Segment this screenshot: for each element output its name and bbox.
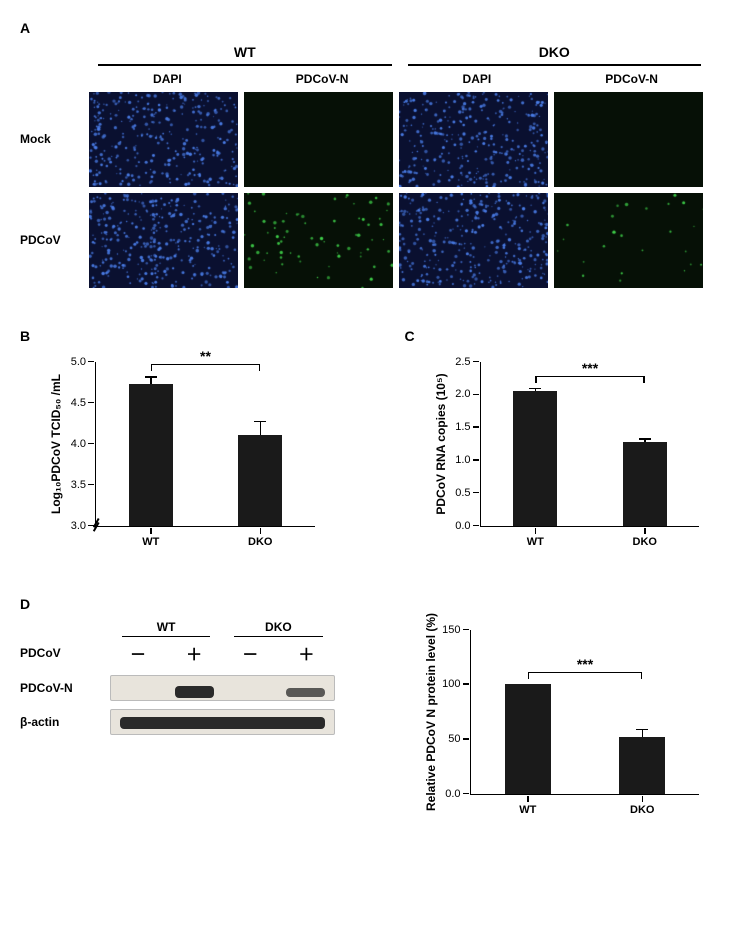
panel-c-chart: PDCoV RNA copies (10⁵) 0.00.51.01.52.02.… xyxy=(480,362,700,527)
ytick-label: 2.0 xyxy=(455,388,470,400)
panel-d-chart: Relative PDCoV N protein level (%) 0.050… xyxy=(470,630,700,795)
ytick-label: 1.5 xyxy=(455,421,470,433)
panel-c: C PDCoV RNA copies (10⁵) 0.00.51.01.52.0… xyxy=(405,328,710,556)
group-header-dko: DKO xyxy=(400,44,710,64)
stain-header-pdcovn: PDCoV-N xyxy=(554,72,709,86)
stain-header-dapi: DAPI xyxy=(90,72,245,86)
wb-group-dko: DKO xyxy=(222,620,334,634)
panel-a-label: A xyxy=(20,20,709,36)
panel-a: A WT DKO DAPI PDCoV-N DAPI PDCoV-N Mock xyxy=(20,20,709,288)
bar-dko xyxy=(619,737,665,794)
group-header-wt: WT xyxy=(90,44,400,64)
ytick-label: 150 xyxy=(442,624,460,636)
wb-lane-3-sign: ＋ xyxy=(278,641,334,665)
ytick-label: 4.5 xyxy=(71,397,86,409)
panel-b-ylabel: Log₁₀PDCoV TCID₅₀ /mL xyxy=(49,374,63,514)
wb-blot xyxy=(110,709,335,735)
group-header-bar xyxy=(408,64,702,66)
panel-c-label: C xyxy=(405,328,710,344)
panel-d-label: D xyxy=(20,596,709,612)
significance-stars: *** xyxy=(577,656,593,672)
micro-mock-wt-pdcovn xyxy=(244,92,393,187)
ytick-label: 0.5 xyxy=(455,487,470,499)
significance-stars: ** xyxy=(200,348,211,364)
panel-b-chart: Log₁₀PDCoV TCID₅₀ /mL 3.03.54.04.55.0WTD… xyxy=(95,362,315,527)
micro-mock-dko-dapi xyxy=(399,92,548,187)
xtick-label: DKO xyxy=(630,804,654,816)
panel-d-ylabel: Relative PDCoV N protein level (%) xyxy=(424,612,438,810)
ytick-label: 0.0 xyxy=(455,520,470,532)
micro-row-pdcov: PDCoV xyxy=(20,193,709,288)
ytick-label: 3.5 xyxy=(71,479,86,491)
panel-c-ylabel: PDCoV RNA copies (10⁵) xyxy=(434,373,448,514)
micro-row-mock: Mock xyxy=(20,92,709,187)
stain-header-dapi: DAPI xyxy=(400,72,555,86)
micro-pdcov-wt-dapi xyxy=(89,193,238,288)
bar-wt xyxy=(513,391,557,525)
ytick-label: 5.0 xyxy=(71,356,86,368)
panel-a-grid: Mock PDCoV xyxy=(20,92,709,288)
bar-wt xyxy=(505,684,551,793)
wb-row-label: β-actin xyxy=(20,715,110,729)
bar-dko xyxy=(238,435,282,525)
ytick-label: 2.5 xyxy=(455,356,470,368)
stain-header-pdcovn: PDCoV-N xyxy=(245,72,400,86)
ytick-label: 1.0 xyxy=(455,454,470,466)
xtick-label: WT xyxy=(527,536,544,548)
wb-blot xyxy=(110,675,335,701)
wb-lane-2-sign: － xyxy=(222,641,278,665)
panel-a-stain-headers: DAPI PDCoV-N DAPI PDCoV-N xyxy=(90,72,709,86)
micro-pdcov-dko-dapi xyxy=(399,193,548,288)
ytick-label: 4.0 xyxy=(71,438,86,450)
panel-b: B Log₁₀PDCoV TCID₅₀ /mL 3.03.54.04.55.0W… xyxy=(20,328,325,556)
group-header-bar xyxy=(98,64,392,66)
ytick-label: 0.0 xyxy=(445,788,460,800)
wb-lane-1-sign: ＋ xyxy=(166,641,222,665)
xtick-label: DKO xyxy=(633,536,657,548)
panel-b-label: B xyxy=(20,328,325,344)
ytick-label: 100 xyxy=(442,678,460,690)
micro-mock-dko-pdcovn xyxy=(554,92,703,187)
micro-mock-wt-dapi xyxy=(89,92,238,187)
ytick-label: 3.0 xyxy=(71,520,86,532)
panel-d-chart-wrap: Relative PDCoV N protein level (%) 0.050… xyxy=(395,620,710,824)
xtick-label: WT xyxy=(142,536,159,548)
row-label-mock: Mock xyxy=(20,132,89,146)
panel-a-group-headers: WT DKO xyxy=(90,44,709,72)
panel-d: D WT DKO PDCoV － ＋ － ＋ PDCoV-N β-actin xyxy=(20,596,709,824)
bar-dko xyxy=(623,442,667,525)
bar-wt xyxy=(129,384,173,525)
wb-lane-0-sign: － xyxy=(110,641,166,665)
wb-row-label: PDCoV-N xyxy=(20,681,110,695)
micro-pdcov-dko-pdcovn xyxy=(554,193,703,288)
wb-group-wt: WT xyxy=(110,620,222,634)
panel-d-westernblot: WT DKO PDCoV － ＋ － ＋ PDCoV-N β-actin xyxy=(20,620,335,744)
wb-treatment-label: PDCoV xyxy=(20,646,110,660)
significance-stars: *** xyxy=(582,360,598,376)
row-label-pdcov: PDCoV xyxy=(20,233,89,247)
ytick-label: 50 xyxy=(448,733,460,745)
micro-pdcov-wt-pdcovn xyxy=(244,193,393,288)
xtick-label: DKO xyxy=(248,536,272,548)
xtick-label: WT xyxy=(519,804,536,816)
